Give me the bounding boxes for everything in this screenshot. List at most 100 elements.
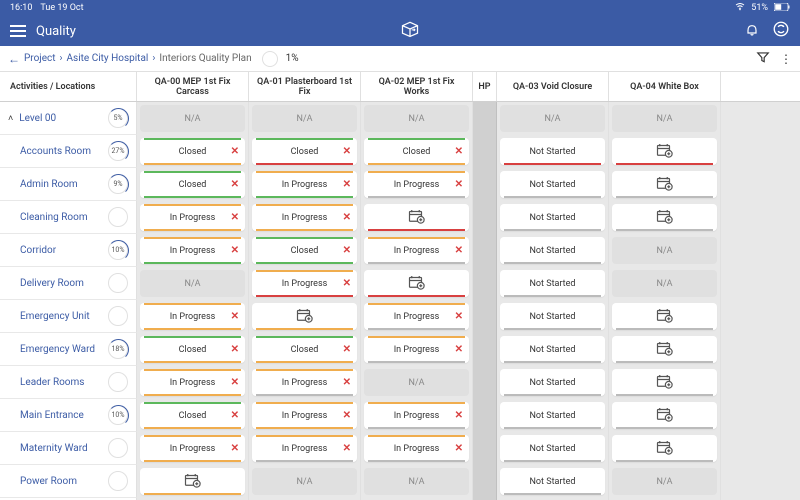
location-name[interactable]: Level 00 — [19, 113, 56, 124]
close-icon[interactable]: ✕ — [455, 245, 463, 256]
close-icon[interactable]: ✕ — [455, 344, 463, 355]
close-icon[interactable]: ✕ — [231, 245, 239, 256]
close-icon[interactable]: ✕ — [343, 344, 351, 355]
location-cell[interactable]: Maternity Ward — [0, 432, 137, 465]
close-icon[interactable]: ✕ — [343, 278, 351, 289]
location-name[interactable]: Accounts Room — [20, 146, 91, 157]
grid-body[interactable]: ˄Level 00 5% N/AN/AN/AN/AN/A Accounts Ro… — [0, 102, 800, 500]
status-chip[interactable] — [252, 303, 357, 330]
location-name[interactable]: Emergency Unit — [20, 311, 90, 322]
header-activity-0[interactable]: QA-00 MEP 1st Fix Carcass — [137, 72, 249, 101]
location-name[interactable]: Leader Rooms — [20, 377, 84, 388]
location-cell[interactable]: Admin Room 9% — [0, 168, 137, 201]
status-chip[interactable] — [612, 138, 717, 165]
status-chip[interactable]: In Progress✕ — [364, 336, 469, 363]
close-icon[interactable]: ✕ — [343, 179, 351, 190]
status-chip[interactable]: In Progress✕ — [140, 435, 245, 462]
status-chip[interactable]: In Progress✕ — [364, 402, 469, 429]
status-chip[interactable]: Not Started — [500, 336, 605, 363]
location-cell[interactable]: Leader Rooms — [0, 366, 137, 399]
close-icon[interactable]: ✕ — [231, 344, 239, 355]
filter-icon[interactable] — [756, 50, 770, 67]
back-icon[interactable]: ← — [8, 52, 20, 66]
status-chip[interactable] — [612, 171, 717, 198]
status-chip[interactable]: In Progress✕ — [252, 402, 357, 429]
location-cell[interactable]: Cleaning Room — [0, 201, 137, 234]
header-activity-3[interactable]: QA-03 Void Closure — [497, 72, 609, 101]
sync-icon[interactable] — [772, 20, 790, 42]
status-chip[interactable]: Closed✕ — [140, 402, 245, 429]
close-icon[interactable]: ✕ — [343, 410, 351, 421]
bell-icon[interactable] — [744, 21, 760, 41]
status-chip[interactable] — [612, 336, 717, 363]
status-chip[interactable]: In Progress✕ — [364, 435, 469, 462]
status-chip[interactable] — [612, 303, 717, 330]
close-icon[interactable]: ✕ — [231, 443, 239, 454]
location-cell[interactable]: Emergency Unit — [0, 300, 137, 333]
status-chip[interactable]: In Progress✕ — [140, 369, 245, 396]
close-icon[interactable]: ✕ — [343, 146, 351, 157]
status-chip[interactable]: In Progress✕ — [140, 303, 245, 330]
close-icon[interactable]: ✕ — [455, 443, 463, 454]
close-icon[interactable]: ✕ — [231, 179, 239, 190]
close-icon[interactable]: ✕ — [455, 410, 463, 421]
location-name[interactable]: Power Room — [20, 476, 77, 487]
status-chip[interactable] — [364, 204, 469, 231]
status-chip[interactable]: Not Started — [500, 171, 605, 198]
status-chip[interactable]: In Progress✕ — [364, 171, 469, 198]
breadcrumb-project[interactable]: Project — [24, 53, 56, 64]
status-chip[interactable]: In Progress✕ — [252, 171, 357, 198]
more-icon[interactable]: ⋮ — [780, 52, 792, 66]
location-cell[interactable]: Emergency Ward 18% — [0, 333, 137, 366]
close-icon[interactable]: ✕ — [343, 212, 351, 223]
location-cell[interactable]: Main Entrance 10% — [0, 399, 137, 432]
close-icon[interactable]: ✕ — [231, 311, 239, 322]
status-chip[interactable]: Not Started — [500, 237, 605, 264]
menu-icon[interactable] — [10, 25, 26, 37]
close-icon[interactable]: ✕ — [455, 146, 463, 157]
location-name[interactable]: Admin Room — [20, 179, 78, 190]
status-chip[interactable]: In Progress✕ — [252, 204, 357, 231]
status-chip[interactable]: In Progress✕ — [252, 435, 357, 462]
status-chip[interactable] — [140, 468, 245, 495]
status-chip[interactable]: Closed✕ — [252, 336, 357, 363]
box-icon[interactable] — [400, 19, 420, 43]
status-chip[interactable]: Closed✕ — [140, 138, 245, 165]
location-cell[interactable]: Delivery Room — [0, 267, 137, 300]
location-cell[interactable]: Accounts Room 27% — [0, 135, 137, 168]
status-chip[interactable]: In Progress✕ — [364, 303, 469, 330]
location-name[interactable]: Corridor — [20, 245, 56, 256]
status-chip[interactable]: Closed✕ — [252, 237, 357, 264]
close-icon[interactable]: ✕ — [231, 377, 239, 388]
status-chip[interactable] — [612, 435, 717, 462]
close-icon[interactable]: ✕ — [231, 212, 239, 223]
breadcrumb-hospital[interactable]: Asite City Hospital — [67, 53, 149, 64]
location-cell[interactable]: ˄Level 00 5% — [0, 102, 137, 135]
location-cell[interactable]: Power Room — [0, 465, 137, 498]
status-chip[interactable]: Not Started — [500, 270, 605, 297]
status-chip[interactable] — [612, 369, 717, 396]
location-name[interactable]: Maternity Ward — [20, 443, 88, 454]
location-name[interactable]: Emergency Ward — [20, 344, 95, 355]
status-chip[interactable]: Not Started — [500, 369, 605, 396]
close-icon[interactable]: ✕ — [455, 179, 463, 190]
status-chip[interactable]: In Progress✕ — [252, 270, 357, 297]
status-chip[interactable]: Closed✕ — [140, 336, 245, 363]
status-chip[interactable]: Not Started — [500, 138, 605, 165]
close-icon[interactable]: ✕ — [343, 377, 351, 388]
close-icon[interactable]: ✕ — [231, 410, 239, 421]
status-chip[interactable]: Closed✕ — [252, 138, 357, 165]
close-icon[interactable]: ✕ — [343, 443, 351, 454]
header-activity-2[interactable]: QA-02 MEP 1st Fix Works — [361, 72, 473, 101]
location-name[interactable]: Main Entrance — [20, 410, 84, 421]
close-icon[interactable]: ✕ — [231, 146, 239, 157]
status-chip[interactable]: Closed✕ — [140, 171, 245, 198]
header-activity-1[interactable]: QA-01 Plasterboard 1st Fix — [249, 72, 361, 101]
status-chip[interactable]: Not Started — [500, 303, 605, 330]
location-cell[interactable]: Corridor 10% — [0, 234, 137, 267]
status-chip[interactable] — [612, 204, 717, 231]
location-name[interactable]: Cleaning Room — [20, 212, 88, 223]
status-chip[interactable]: Not Started — [500, 204, 605, 231]
status-chip[interactable]: In Progress✕ — [252, 369, 357, 396]
status-chip[interactable]: Not Started — [500, 468, 605, 495]
